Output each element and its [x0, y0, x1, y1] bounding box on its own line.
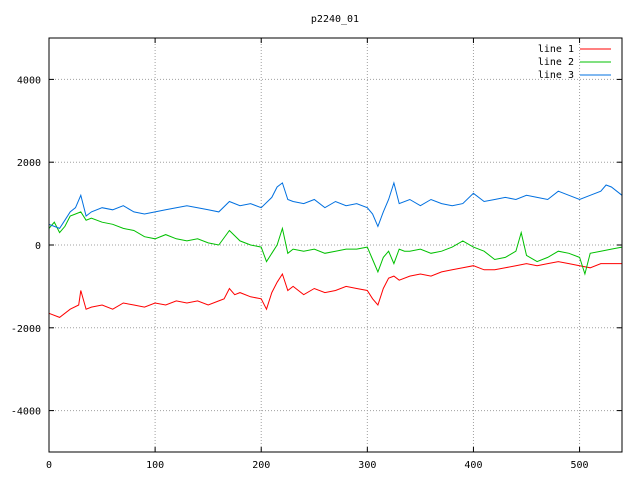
x-tick-label: 300 — [358, 460, 376, 471]
plot-frame — [48, 37, 623, 453]
chart-title: p2240_01 — [311, 14, 359, 25]
y-axis-ticks: -4000 -2000 0 2000 4000 — [11, 75, 622, 418]
x-tick-label: 500 — [571, 460, 589, 471]
legend-label: line 3 — [538, 70, 574, 81]
y-tick-label: -2000 — [11, 324, 41, 335]
y-tick-label: -4000 — [11, 407, 41, 418]
x-tick-label: 100 — [146, 460, 164, 471]
y-tick-label: 0 — [35, 241, 41, 252]
y-tick-label: 2000 — [17, 158, 41, 169]
x-tick-label: 0 — [46, 460, 52, 471]
series-line-1 — [48, 261, 622, 318]
series-line-2 — [48, 211, 623, 276]
y-tick-label: 4000 — [17, 75, 41, 86]
legend: line 1 line 2 line 3 — [538, 44, 611, 81]
series-line-3 — [48, 181, 623, 230]
x-tick-label: 200 — [252, 460, 270, 471]
grid-lines — [49, 38, 622, 452]
series-layer — [48, 181, 623, 318]
x-tick-label: 400 — [464, 460, 482, 471]
legend-label: line 2 — [538, 57, 574, 68]
x-axis-ticks: 0 100 200 300 400 500 — [46, 38, 589, 471]
legend-label: line 1 — [538, 44, 574, 55]
